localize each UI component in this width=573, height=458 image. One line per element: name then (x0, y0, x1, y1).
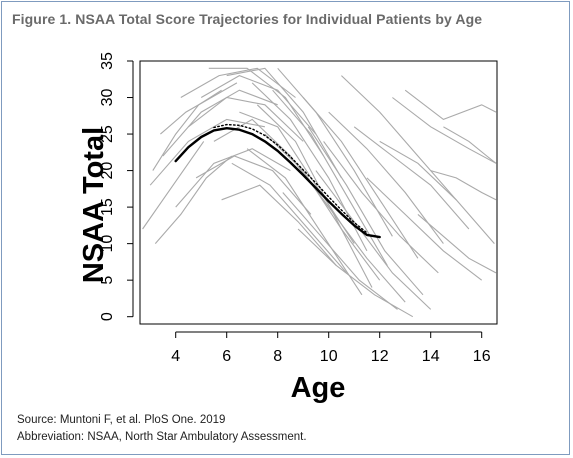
patient-trajectory-15 (315, 170, 432, 310)
patient-trajectory-37 (323, 141, 439, 274)
patient-trajectory-21 (142, 141, 205, 230)
y-axis-title: NSAA Total (78, 127, 110, 283)
y-tick-label-25: 25 (99, 125, 116, 143)
figure-title: Figure 1. NSAA Total Score Trajectories … (12, 11, 483, 27)
y-tick-label-20: 20 (99, 162, 116, 180)
dotted-mean-curve (213, 123, 368, 234)
patient-trajectory-12 (277, 67, 393, 237)
patient-trajectory-26 (256, 104, 373, 288)
y-tick-label-35: 35 (99, 52, 116, 70)
patient-trajectory-17 (353, 126, 470, 230)
patient-trajectory-35 (272, 89, 388, 266)
patient-trajectory-8 (226, 67, 342, 179)
patient-trajectory-22 (152, 89, 222, 171)
y-tick-label-30: 30 (99, 89, 116, 107)
patient-trajectory-39 (417, 213, 497, 274)
x-tick-label-16: 16 (473, 348, 491, 365)
patient-trajectory-31 (392, 97, 497, 164)
x-axis: 4 6 8 10 12 14 16 (171, 331, 491, 365)
x-tick-label-12: 12 (371, 348, 389, 365)
individual-trajectories (142, 67, 497, 318)
x-tick-label-4: 4 (171, 348, 180, 365)
patient-trajectory-27 (282, 192, 398, 310)
patient-trajectory-28 (307, 126, 424, 296)
patient-trajectory-29 (341, 75, 457, 201)
patient-trajectory-40 (443, 126, 497, 164)
patient-trajectory-4 (154, 155, 233, 244)
patient-trajectory-34 (246, 148, 363, 296)
patient-trajectory-20 (430, 170, 497, 201)
patient-trajectory-30 (366, 177, 483, 281)
x-axis-title: Age (291, 372, 346, 404)
patient-trajectory-16 (328, 111, 444, 244)
patient-trajectory-19 (404, 89, 497, 121)
patient-trajectory-25 (231, 162, 347, 274)
patient-trajectory-9 (239, 111, 355, 244)
plot-area (139, 60, 498, 325)
patient-trajectory-5 (188, 96, 304, 142)
patient-trajectory-11 (264, 133, 381, 281)
patient-trajectory-18 (379, 140, 495, 244)
y-tick-label-5: 5 (99, 276, 116, 285)
patient-trajectory-1 (149, 118, 266, 186)
source-note: Source: Muntoni F, et al. PloS One. 2019 (17, 414, 226, 426)
x-tick-label-8: 8 (273, 348, 282, 365)
y-tick-label-10: 10 (99, 235, 116, 253)
solid-mean-curve (174, 126, 381, 239)
x-tick-label-14: 14 (422, 348, 440, 365)
patient-trajectory-2 (162, 89, 278, 157)
abbreviation-note: Abbreviation: NSAA, North Star Ambulator… (17, 431, 307, 443)
patient-trajectory-33 (221, 184, 337, 266)
patient-trajectory-23 (195, 155, 312, 215)
y-tick-label-0: 0 (99, 312, 116, 321)
x-tick-label-10: 10 (320, 348, 338, 365)
patient-trajectory-32 (180, 67, 296, 98)
y-tick-label-15: 15 (99, 198, 116, 216)
patient-trajectory-14 (302, 97, 419, 259)
y-axis: 0 5 10 15 20 25 30 35 (99, 52, 134, 321)
patient-trajectory-10 (251, 82, 368, 252)
x-tick-label-6: 6 (222, 348, 231, 365)
patient-trajectory-6 (200, 74, 317, 135)
mean-curves (174, 123, 381, 239)
patient-trajectory-3 (175, 148, 291, 208)
patient-trajectory-38 (160, 82, 238, 135)
patient-trajectory-36 (297, 228, 414, 318)
